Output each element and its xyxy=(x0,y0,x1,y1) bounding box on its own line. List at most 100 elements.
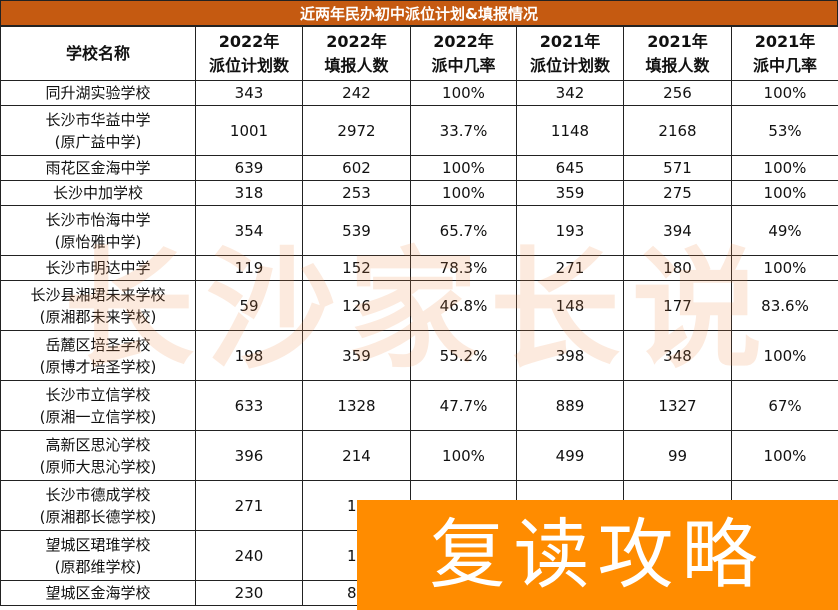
school-name: 长沙市立信学校 xyxy=(45,385,151,404)
value-cell: 100% xyxy=(410,180,517,206)
value-cell: 193 xyxy=(516,205,624,256)
table-row: 雨花区金海中学 639 602 100% 645 571 100% xyxy=(0,155,838,181)
column-header: 2022年派中几率 xyxy=(410,26,517,81)
value-cell: 1328 xyxy=(302,380,411,431)
value-cell: 46.8% xyxy=(410,280,517,331)
value-cell: 126 xyxy=(302,280,411,331)
table-row: 高新区思沁学校 (原师大思沁学校) 396 214 100% 499 99 100% xyxy=(0,430,838,481)
table-row: 长沙县湘珺未来学校 (原湘郡未来学校) 59 126 46.8% 148 177 83.6% xyxy=(0,280,838,331)
header-text: 2021年 xyxy=(647,31,708,51)
value-cell: 240 xyxy=(195,530,303,581)
school-name-cell: 长沙市怡海中学 (原怡雅中学) xyxy=(0,205,196,256)
column-header: 学校名称 xyxy=(0,26,196,81)
value-cell: 571 xyxy=(623,155,732,181)
school-name: 长沙县湘珺未来学校 xyxy=(30,285,166,304)
school-name: (原湘郡长德学校) xyxy=(39,507,157,526)
table-row: 长沙中加学校 318 253 100% 359 275 100% xyxy=(0,180,838,206)
table-row: 同升湖实验学校 343 242 100% 342 256 100% xyxy=(0,80,838,106)
value-cell: 55.2% xyxy=(410,330,517,381)
table-title: 近两年民办初中派位计划&填报情况 xyxy=(0,0,838,26)
school-name-cell: 高新区思沁学校 (原师大思沁学校) xyxy=(0,430,196,481)
value-cell: 343 xyxy=(195,80,303,106)
school-name: (原广益中学) xyxy=(54,132,142,151)
value-cell: 639 xyxy=(195,155,303,181)
header-text: 派中几率 xyxy=(431,55,496,75)
school-name-cell: 长沙市明达中学 xyxy=(0,255,196,281)
school-name: (原湘一立信学校) xyxy=(39,407,157,426)
value-cell: 78.3% xyxy=(410,255,517,281)
value-cell: 1001 xyxy=(195,105,303,156)
school-name: 岳麓区培圣学校 xyxy=(45,335,151,354)
value-cell: 100% xyxy=(731,255,838,281)
school-name: (原郡维学校) xyxy=(54,557,142,576)
value-cell: 394 xyxy=(623,205,732,256)
value-cell: 65.7% xyxy=(410,205,517,256)
column-header: 2022年填报人数 xyxy=(302,26,411,81)
table-row: 长沙市怡海中学 (原怡雅中学) 354 539 65.7% 193 394 49% xyxy=(0,205,838,256)
header-row: 学校名称 2022年 派位计划数 2022年 填报人数 2022年 派中几率 2021年 派位计… xyxy=(0,26,838,81)
value-cell: 633 xyxy=(195,380,303,431)
school-name-cell: 望城区金海学校 xyxy=(0,580,196,606)
value-cell: 100% xyxy=(410,80,517,106)
header-text: 派位计划数 xyxy=(529,55,610,75)
value-cell: 100% xyxy=(731,155,838,181)
value-cell: 100% xyxy=(731,80,838,106)
school-name: 高新区思沁学校 xyxy=(45,435,151,454)
header-text: 填报人数 xyxy=(645,55,710,75)
value-cell: 148 xyxy=(516,280,624,331)
value-cell: 539 xyxy=(302,205,411,256)
value-cell: 271 xyxy=(195,480,303,531)
value-cell: 99 xyxy=(623,430,732,481)
column-header: 2021年 派中几率 xyxy=(731,26,838,81)
value-cell: 59 xyxy=(195,280,303,331)
school-name: 长沙市华益中学 xyxy=(45,110,151,129)
school-name: (原博才培圣学校) xyxy=(39,357,157,376)
school-name-cell: 长沙中加学校 xyxy=(0,180,196,206)
value-cell: 2972 xyxy=(302,105,411,156)
school-name: 望城区珺琟学校 xyxy=(45,535,151,554)
table-row: 长沙市立信学校 (原湘一立信学校) 633 1328 47.7% 889 1327 67% xyxy=(0,380,838,431)
value-cell: 275 xyxy=(623,180,732,206)
value-cell: 398 xyxy=(516,330,624,381)
table-row: 长沙市华益中学 (原广益中学) 1001 2972 33.7% 1148 2168 53% xyxy=(0,105,838,156)
school-name-cell: 岳麓区培圣学校 (原博才培圣学校) xyxy=(0,330,196,381)
header-text: 填报人数 xyxy=(324,55,389,75)
value-cell: 119 xyxy=(195,255,303,281)
school-name-cell: 望城区珺琟学校 (原郡维学校) xyxy=(0,530,196,581)
school-name-cell: 长沙市德成学校 (原湘郡长德学校) xyxy=(0,480,196,531)
value-cell: 396 xyxy=(195,430,303,481)
header-text: 2022年 xyxy=(218,31,280,51)
value-cell: 49% xyxy=(731,205,838,256)
value-cell: 348 xyxy=(623,330,732,381)
header-text: 2021年 xyxy=(754,31,816,51)
value-cell: 53% xyxy=(731,105,838,156)
header-text: 学校名称 xyxy=(65,43,130,63)
value-cell: 318 xyxy=(195,180,303,206)
data-table: 学校名称 2022年 派位计划数 2022年 填报人数 2022年 派中几率 2021年 派位计… xyxy=(0,26,838,606)
school-name: 长沙市怡海中学 xyxy=(45,210,151,229)
value-cell: 152 xyxy=(302,255,411,281)
school-name-cell: 长沙县湘珺未来学校 (原湘郡未来学校) xyxy=(0,280,196,331)
value-cell: 100% xyxy=(731,180,838,206)
school-name: 长沙市德成学校 xyxy=(45,485,151,504)
school-name: 长沙中加学校 xyxy=(52,184,143,202)
header-text: 2022年 xyxy=(433,31,494,51)
overlay-banner: 复读攻略 xyxy=(357,500,838,610)
school-name: 雨花区金海中学 xyxy=(45,159,151,177)
value-cell: 100% xyxy=(410,155,517,181)
column-header: 2022年 派位计划数 xyxy=(195,26,303,81)
school-name-cell: 长沙市立信学校 (原湘一立信学校) xyxy=(0,380,196,431)
column-header: 2021年填报人数 xyxy=(623,26,732,81)
school-name: 同升湖实验学校 xyxy=(45,84,151,102)
value-cell: 271 xyxy=(516,255,624,281)
school-name-cell: 雨花区金海中学 xyxy=(0,155,196,181)
header-text: 2022年 xyxy=(326,31,387,51)
table-row: 长沙市明达中学 119 152 78.3% 271 180 100% xyxy=(0,255,838,281)
value-cell: 1148 xyxy=(516,105,624,156)
school-name-cell: 长沙市华益中学 (原广益中学) xyxy=(0,105,196,156)
school-name: (原师大思沁学校) xyxy=(39,457,157,476)
value-cell: 242 xyxy=(302,80,411,106)
value-cell: 354 xyxy=(195,205,303,256)
value-cell: 177 xyxy=(623,280,732,331)
value-cell: 47.7% xyxy=(410,380,517,431)
